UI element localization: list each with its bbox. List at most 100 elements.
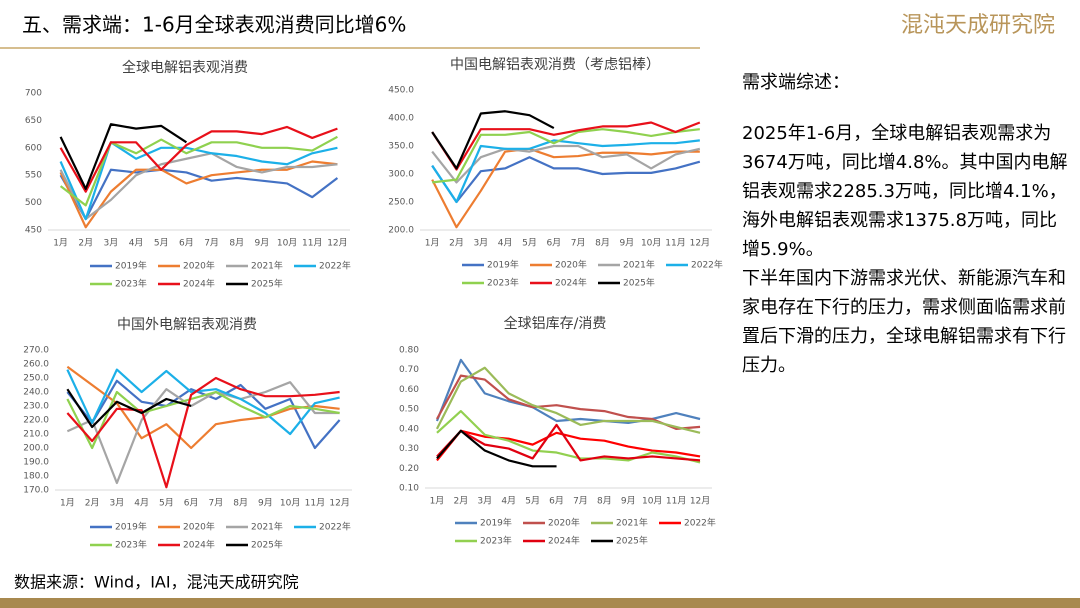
series-line: [436, 429, 701, 462]
y-tick-label: 270.0: [23, 346, 49, 356]
legend-label: 2024年: [548, 535, 580, 547]
x-tick-label: 10月: [280, 498, 300, 509]
x-tick-label: 5月: [525, 496, 540, 507]
series-line: [431, 139, 700, 204]
source: 数据来源：Wind，IAI，混沌天成研究院: [14, 573, 299, 592]
x-tick-label: 7月: [571, 238, 586, 249]
y-tick-label: 0.30: [399, 444, 419, 454]
y-tick-label: 450.0: [388, 86, 414, 96]
x-tick-label: 9月: [255, 238, 270, 249]
y-tick-label: 180.0: [23, 472, 49, 482]
legend-label: 2020年: [183, 260, 215, 272]
y-tick-label: 500: [25, 198, 42, 208]
y-tick-label: 400.0: [388, 114, 414, 124]
x-tick-label: 2月: [78, 238, 93, 249]
legend-label: 2025年: [251, 278, 283, 290]
logo: 混沌天成研究院: [901, 13, 1055, 38]
series-line: [66, 376, 340, 489]
legend-label: 2021年: [616, 517, 648, 529]
legend-label: 2021年: [251, 260, 283, 272]
x-tick-label: 11月: [665, 238, 685, 249]
x-tick-label: 5月: [159, 498, 174, 509]
legend-label: 2025年: [616, 535, 648, 547]
legend-label: 2022年: [691, 259, 723, 271]
chart-title: 中国外电解铝表观消费: [117, 317, 257, 333]
y-tick-label: 300.0: [388, 170, 414, 180]
legend-label: 2022年: [684, 517, 716, 529]
y-tick-label: 700: [25, 89, 42, 99]
x-tick-label: 12月: [327, 238, 347, 249]
legend-label: 2020年: [548, 517, 580, 529]
legend-label: 2021年: [251, 521, 283, 533]
summary-paragraph: 下半年国内下游需求光伏、新能源汽车和家电存在下行的压力，需求侧面临需求前置后下滑…: [742, 268, 1066, 376]
x-tick-label: 10月: [642, 496, 662, 507]
x-tick-label: 1月: [430, 496, 445, 507]
y-tick-label: 350.0: [388, 142, 414, 152]
x-tick-label: 9月: [619, 238, 634, 249]
series-line: [436, 410, 701, 464]
legend-label: 2019年: [480, 517, 512, 529]
x-tick-label: 8月: [229, 238, 244, 249]
series-line: [435, 366, 701, 434]
chart-title: 全球铝库存/消费: [504, 315, 607, 332]
x-tick-label: 7月: [573, 496, 588, 507]
legend-label: 2023年: [115, 539, 147, 551]
x-tick-label: 9月: [621, 496, 636, 507]
x-tick-label: 11月: [302, 238, 322, 249]
x-tick-label: 8月: [595, 238, 610, 249]
x-tick-label: 6月: [546, 238, 561, 249]
y-tick-label: 190.0: [23, 458, 49, 468]
legend-label: 2019年: [115, 521, 147, 533]
series-line: [431, 147, 700, 229]
y-tick-label: 0.40: [399, 424, 419, 434]
series-line: [59, 168, 339, 221]
legend-label: 2020年: [183, 521, 215, 533]
x-tick-label: 4月: [134, 498, 149, 509]
x-tick-label: 12月: [329, 498, 349, 509]
y-tick-label: 210.0: [23, 430, 49, 440]
legend-label: 2025年: [251, 539, 283, 551]
summary-paragraph: 2025年1-6月，全球电解铝表观需求为3674万吨，同比增4.8%。其中国内电…: [742, 123, 1068, 260]
y-tick-label: 250.0: [388, 198, 414, 208]
x-tick-label: 8月: [597, 496, 612, 507]
x-tick-label: 1月: [425, 238, 440, 249]
chart-title: 中国电解铝表观消费（考虑铝棒）: [450, 57, 660, 73]
y-tick-label: 550: [25, 171, 42, 181]
legend-label: 2022年: [319, 260, 351, 272]
series-line: [435, 374, 701, 430]
series-line: [436, 429, 557, 468]
x-tick-label: 5月: [154, 238, 169, 249]
y-tick-label: 0.10: [399, 484, 419, 494]
x-tick-label: 12月: [690, 496, 710, 507]
x-tick-label: 1月: [53, 238, 68, 249]
series-line: [66, 368, 340, 436]
legend-label: 2019年: [487, 259, 519, 271]
x-tick-label: 8月: [233, 498, 248, 509]
legend-label: 2024年: [183, 278, 215, 290]
x-tick-label: 10月: [277, 238, 297, 249]
legend-label: 2020年: [555, 259, 587, 271]
x-tick-label: 11月: [305, 498, 325, 509]
y-tick-label: 200.0: [388, 226, 414, 236]
x-tick-label: 4月: [501, 496, 516, 507]
x-tick-label: 10月: [641, 238, 661, 249]
slide-title: 五、需求端：1-6月全球表观消费同比增6%: [22, 13, 406, 37]
x-tick-label: 4月: [129, 238, 144, 249]
y-tick-label: 250.0: [23, 374, 49, 384]
series-line: [436, 423, 701, 462]
legend-label: 2022年: [319, 521, 351, 533]
y-tick-label: 0.80: [399, 346, 419, 356]
series-line: [431, 121, 701, 171]
summary-heading: 需求端综述：: [742, 72, 850, 93]
x-tick-label: 6月: [184, 498, 199, 509]
y-tick-label: 600: [25, 143, 42, 153]
summary: 需求端综述： 2025年1-6月，全球电解铝表观需求为3674万吨，同比增4.8…: [742, 68, 1068, 380]
legend-label: 2021年: [623, 259, 655, 271]
y-tick-label: 0.60: [399, 385, 419, 395]
legend-label: 2023年: [480, 535, 512, 547]
x-tick-label: 12月: [690, 238, 710, 249]
series-line: [66, 390, 340, 450]
x-tick-label: 2月: [449, 238, 464, 249]
